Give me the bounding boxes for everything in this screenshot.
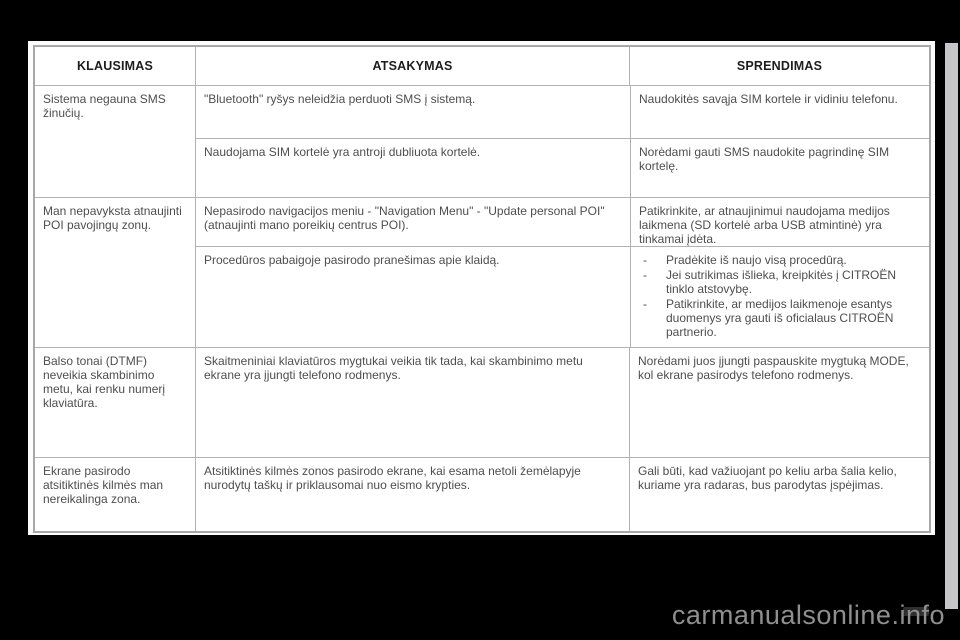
table-row: Man nepavyksta atnaujinti POI pavojingų … <box>35 197 929 347</box>
table-subrow: Nepasirodo navigacijos meniu - "Navigati… <box>196 198 929 246</box>
solution-list-item-text: Jei sutrikimas išlieka, kreipkitės į CIT… <box>666 268 897 296</box>
answer-cell: Skaitmeniniai klaviatūros mygtukai veiki… <box>195 348 629 457</box>
solution-cell: Naudokitės savąja SIM kortele ir vidiniu… <box>630 86 929 138</box>
table-row: Ekrane pasirodo atsitiktinės kilmės man … <box>35 457 929 531</box>
column-header-klausimas: KLAUSIMAS <box>76 59 154 73</box>
solution-list-item: - Jei sutrikimas išlieka, kreipkitės į C… <box>631 268 923 297</box>
table-row: Balso tonai (DTMF) neveikia skambinimo m… <box>35 347 929 457</box>
question-cell: Balso tonai (DTMF) neveikia skambinimo m… <box>43 354 166 410</box>
table-subrow: "Bluetooth" ryšys neleidžia perduoti SMS… <box>196 86 929 138</box>
solution-cell: Norėdami gauti SMS naudokite pagrindinę … <box>630 139 929 197</box>
list-dash-marker: - <box>643 268 647 282</box>
solution-cell: Norėdami juos įjungti paspauskite mygtuk… <box>629 348 929 457</box>
question-cell: Ekrane pasirodo atsitiktinės kilmės man … <box>43 464 164 506</box>
solution-list-item-text: Patikrinkite, ar medijos laikmenoje esan… <box>666 297 894 339</box>
column-header-atsakymas: ATSAKYMAS <box>195 47 629 85</box>
list-dash-marker: - <box>643 297 647 311</box>
answer-cell: Atsitiktinės kilmės zonos pasirodo ekran… <box>195 458 629 531</box>
table-subrow: Naudojama SIM kortelė yra antroji dubliu… <box>196 138 929 197</box>
solution-cell: - Pradėkite iš naujo visą procedūrą. - J… <box>630 247 929 347</box>
solution-list-item: - Pradėkite iš naujo visą procedūrą. <box>631 253 923 268</box>
table-subrow: Procedūros pabaigoje pasirodo pranešimas… <box>196 246 929 347</box>
solution-list-item-text: Pradėkite iš naujo visą procedūrą. <box>666 253 847 267</box>
table-row: Sistema negauna SMS žinučių. "Bluetooth"… <box>35 85 929 197</box>
column-header-sprendimas: SPRENDIMAS <box>629 47 929 85</box>
solution-cell: Gali būti, kad važiuojant po keliu arba … <box>629 458 929 531</box>
question-cell: Sistema negauna SMS žinučių. <box>43 92 166 120</box>
solution-list-item: - Patikrinkite, ar medijos laikmenoje es… <box>631 297 923 340</box>
manual-page: KLAUSIMAS ATSAKYMAS SPRENDIMAS Sistema n… <box>28 41 935 535</box>
answer-cell: Procedūros pabaigoje pasirodo pranešimas… <box>204 253 500 267</box>
solution-cell: Patikrinkite, ar atnaujinimui naudojama … <box>630 198 929 246</box>
page-number-artifact <box>903 607 929 616</box>
answer-cell: Nepasirodo navigacijos meniu - "Navigati… <box>204 204 605 232</box>
watermark-text: carmanualsonline.info <box>671 600 945 630</box>
answer-cell: Naudojama SIM kortelė yra antroji dubliu… <box>204 145 481 159</box>
answer-cell: "Bluetooth" ryšys neleidžia perduoti SMS… <box>204 92 476 106</box>
table-header-row: KLAUSIMAS ATSAKYMAS SPRENDIMAS <box>35 47 929 85</box>
troubleshooting-table: KLAUSIMAS ATSAKYMAS SPRENDIMAS Sistema n… <box>33 45 931 533</box>
page-edge-strip <box>945 43 958 609</box>
question-cell: Man nepavyksta atnaujinti POI pavojingų … <box>43 204 182 232</box>
list-dash-marker: - <box>643 253 647 267</box>
